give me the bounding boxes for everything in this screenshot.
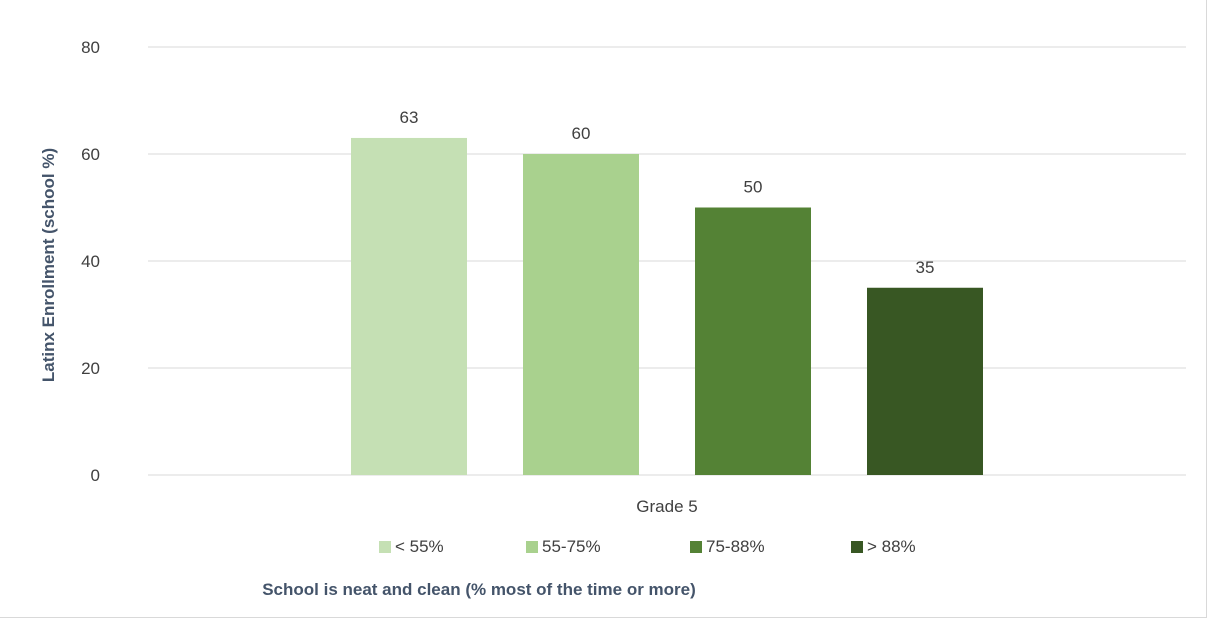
data-label: 50 bbox=[744, 178, 763, 197]
legend-item: > 88% bbox=[851, 537, 916, 557]
data-label: 63 bbox=[400, 108, 419, 127]
bars bbox=[351, 137, 983, 475]
data-label: 60 bbox=[572, 124, 591, 143]
bar bbox=[867, 287, 983, 475]
legend-label: 55-75% bbox=[542, 537, 601, 556]
y-tick-label: 0 bbox=[91, 466, 100, 485]
legend-swatch bbox=[526, 541, 538, 553]
legend-swatch bbox=[690, 541, 702, 553]
y-tick-label: 60 bbox=[81, 145, 100, 164]
legend-item: 75-88% bbox=[690, 537, 765, 557]
x-axis-title: School is neat and clean (% most of the … bbox=[0, 580, 1212, 606]
gridlines bbox=[148, 46, 1186, 476]
legend-label: > 88% bbox=[867, 537, 916, 556]
legend-swatch bbox=[379, 541, 391, 553]
x-axis-title-text: School is neat and clean (% most of the … bbox=[262, 580, 696, 599]
y-tick-label: 20 bbox=[81, 359, 100, 378]
legend: < 55% 55-75% 75-88% > 88% bbox=[0, 537, 1212, 561]
legend-swatch bbox=[851, 541, 863, 553]
bar bbox=[695, 207, 811, 475]
legend-item: < 55% bbox=[379, 537, 444, 557]
data-labels: 63 60 50 35 bbox=[400, 108, 935, 277]
x-category-label: Grade 5 bbox=[636, 497, 697, 516]
bar bbox=[351, 137, 467, 475]
y-tick-label: 80 bbox=[81, 38, 100, 57]
legend-label: < 55% bbox=[395, 537, 444, 556]
y-tick-labels: 0 20 40 60 80 bbox=[81, 38, 100, 485]
data-label: 35 bbox=[916, 258, 935, 277]
bar-chart: 0 20 40 60 80 63 60 50 35 Grade 5 Latinx Enroll… bbox=[39, 38, 1186, 516]
legend-item: 55-75% bbox=[526, 537, 601, 557]
y-axis-label: Latinx Enrollment (school %) bbox=[39, 148, 58, 382]
y-tick-label: 40 bbox=[81, 252, 100, 271]
bar bbox=[523, 154, 639, 475]
legend-label: 75-88% bbox=[706, 537, 765, 556]
